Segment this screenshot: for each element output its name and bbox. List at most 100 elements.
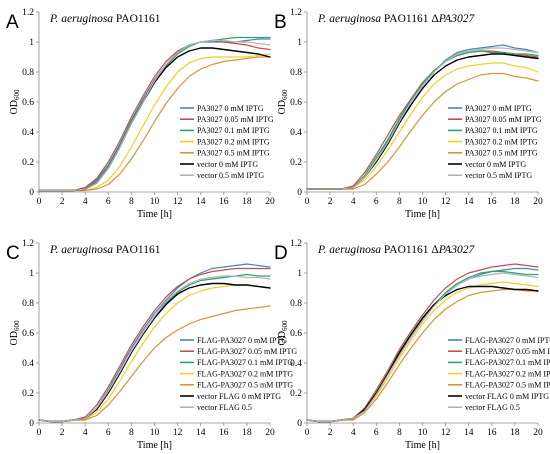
- y-axis-label-main: OD: [9, 331, 20, 345]
- y-tick-label: 1.2: [22, 8, 34, 18]
- legend-entry: FLAG-PA3027 0.1 mM IPTG: [465, 358, 550, 367]
- y-tick-label: 0.6: [290, 98, 302, 108]
- y-tick-label: 0.4: [22, 128, 34, 138]
- legend-entry: vector FLAG 0.5: [465, 403, 520, 412]
- x-tick-label: 4: [83, 197, 88, 207]
- x-tick-label: 16: [219, 197, 229, 207]
- x-tick-label: 14: [196, 197, 206, 207]
- y-tick-label: 0.2: [290, 389, 302, 399]
- y-axis-label-subscript: 600: [281, 320, 289, 331]
- panel-letter: A: [6, 12, 19, 33]
- x-tick-label: 12: [173, 428, 183, 438]
- legend-entry: PA3027 0.05 mM IPTG: [465, 115, 542, 124]
- y-tick-label: 0.6: [22, 329, 34, 339]
- chart-title-part: P. aeruginosa: [49, 13, 113, 25]
- legend-entry: vector FLAG 0.5: [197, 403, 252, 412]
- series-line-7: [38, 275, 271, 423]
- x-tick-label: 0: [305, 428, 310, 438]
- y-tick-label: 0.8: [22, 299, 34, 309]
- series-line-7: [38, 39, 271, 192]
- chart-title-part: P. aeruginosa: [317, 13, 381, 25]
- y-axis-label-main: OD: [277, 331, 288, 345]
- x-tick-label: 2: [60, 428, 65, 438]
- x-tick-label: 6: [106, 197, 111, 207]
- y-tick-label: 0.8: [22, 68, 34, 78]
- y-tick-label: 0: [29, 419, 34, 429]
- legend-entry: vector 0 mM IPTG: [465, 160, 526, 169]
- x-axis-label: Time [h]: [137, 440, 172, 451]
- legend-entry: vector 0.5 mM IPTG: [465, 171, 532, 180]
- chart-title-part: PAO1161: [113, 13, 161, 25]
- y-axis-label: OD600: [9, 89, 21, 114]
- y-tick-label: 1.2: [290, 239, 302, 249]
- x-tick-label: 8: [129, 197, 134, 207]
- y-tick-label: 0.6: [22, 98, 34, 108]
- chart-title: P. aeruginosa PAO1161: [49, 244, 161, 256]
- y-tick-label: 1.2: [22, 239, 34, 249]
- legend-entry: FLAG-PA3027 0.2 mM IPTG: [197, 369, 293, 378]
- x-tick-label: 2: [328, 428, 333, 438]
- x-tick-label: 16: [487, 428, 497, 438]
- x-axis-label: Time [h]: [137, 209, 172, 220]
- y-axis-label-subscript: 600: [13, 89, 21, 100]
- x-tick-label: 8: [397, 197, 402, 207]
- y-tick-label: 0.8: [290, 68, 302, 78]
- x-tick-label: 6: [106, 428, 111, 438]
- legend: PA3027 0 mM IPTG PA3027 0.05 mM IPTG PA302…: [180, 104, 274, 180]
- x-tick-label: 12: [441, 428, 451, 438]
- x-tick-label: 18: [242, 197, 252, 207]
- y-tick-label: 0.2: [290, 158, 302, 168]
- legend-entry: FLAG-PA3027 0.1 mM IPTG: [197, 358, 293, 367]
- x-tick-label: 16: [219, 428, 229, 438]
- x-tick-label: 14: [464, 197, 474, 207]
- x-tick-label: 2: [328, 197, 333, 207]
- x-tick-label: 2: [60, 197, 65, 207]
- legend-entry: vector FLAG 0 mM IPTG: [465, 392, 549, 401]
- series-line-7: [306, 272, 539, 423]
- x-tick-label: 8: [129, 428, 134, 438]
- legend-entry: FLAG-PA3027 0.2 mM IPTG: [465, 369, 550, 378]
- chart-title: P. aeruginosa PAO1161: [49, 13, 161, 25]
- x-tick-label: 14: [464, 428, 474, 438]
- x-tick-label: 6: [374, 197, 379, 207]
- chart-title-part: P. aeruginosa: [317, 244, 381, 256]
- x-tick-label: 20: [533, 197, 543, 207]
- x-tick-label: 18: [510, 428, 520, 438]
- x-tick-label: 20: [265, 197, 275, 207]
- x-tick-label: 10: [418, 428, 428, 438]
- y-axis-label: OD600: [9, 320, 21, 345]
- x-tick-label: 4: [83, 428, 88, 438]
- x-tick-label: 20: [265, 428, 275, 438]
- y-tick-label: 1: [297, 38, 302, 48]
- legend-entry: PA3027 0.5 mM IPTG: [465, 149, 538, 158]
- chart-title-part: P. aeruginosa: [49, 244, 113, 256]
- chart-title-part: PAO1161 Δ: [381, 244, 439, 256]
- y-tick-label: 1.2: [290, 8, 302, 18]
- chart-title: P. aeruginosa PAO1161 ΔPA3027: [317, 13, 476, 25]
- x-tick-label: 12: [441, 197, 451, 207]
- y-tick-label: 0.8: [290, 299, 302, 309]
- legend-entry: FLAG-PA3027 0.5 mM IPTG: [197, 381, 293, 390]
- x-axis-label: Time [h]: [405, 440, 440, 451]
- x-tick-label: 0: [305, 197, 310, 207]
- y-tick-label: 1: [297, 269, 302, 279]
- y-tick-label: 0: [297, 419, 302, 429]
- legend-entry: vector FLAG 0 mM IPTG: [197, 392, 281, 401]
- x-tick-label: 10: [150, 428, 160, 438]
- legend-entry: PA3027 0.1 mM IPTG: [465, 126, 538, 135]
- x-tick-label: 16: [487, 197, 497, 207]
- x-tick-label: 0: [37, 197, 42, 207]
- legend-entry: PA3027 0.05 mM IPTG: [197, 115, 274, 124]
- legend-entry: PA3027 0 mM IPTG: [465, 104, 532, 113]
- x-tick-label: 10: [418, 197, 428, 207]
- legend-entry: PA3027 0.2 mM IPTG: [197, 137, 270, 146]
- legend-entry: PA3027 0 mM IPTG: [197, 104, 264, 113]
- y-tick-label: 0.4: [290, 359, 302, 369]
- legend: PA3027 0 mM IPTG PA3027 0.05 mM IPTG PA302…: [448, 104, 542, 180]
- y-axis-label: OD600: [277, 320, 289, 345]
- x-tick-label: 18: [242, 428, 252, 438]
- chart-title: P. aeruginosa PAO1161 ΔPA3027: [317, 244, 476, 256]
- legend-entry: PA3027 0.2 mM IPTG: [465, 137, 538, 146]
